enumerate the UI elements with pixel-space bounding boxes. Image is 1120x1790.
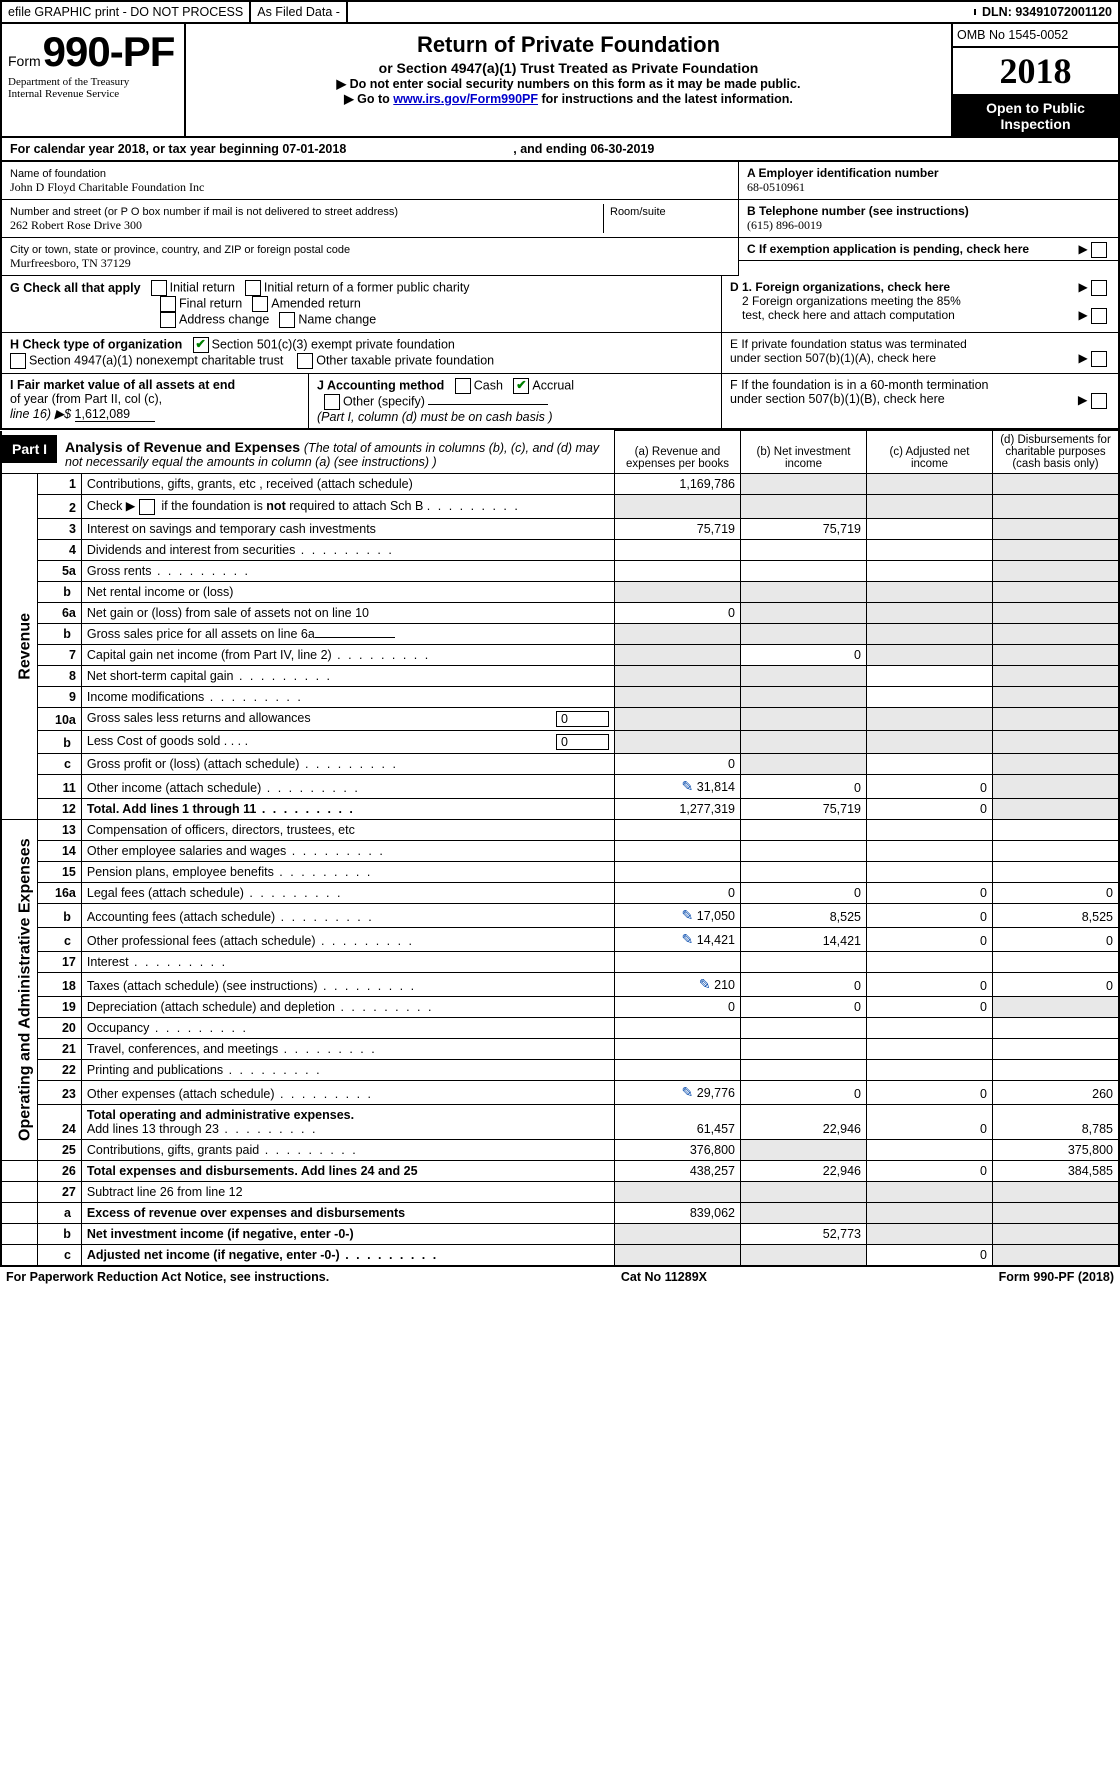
name-label: Name of foundation: [10, 168, 106, 180]
col-b-head: (b) Net investment income: [741, 431, 867, 474]
omb-number: OMB No 1545-0052: [953, 24, 1118, 48]
irs-link[interactable]: www.irs.gov/Form990PF: [393, 92, 538, 106]
topbar: efile GRAPHIC print - DO NOT PROCESS As …: [0, 0, 1120, 24]
open-to-public: Open to PublicInspection: [953, 96, 1118, 136]
page-footer: For Paperwork Reduction Act Notice, see …: [0, 1267, 1120, 1287]
form-label: Form: [8, 53, 41, 69]
g-address-checkbox[interactable]: [160, 312, 176, 328]
warning-ssn: ▶ Do not enter social security numbers o…: [192, 76, 945, 91]
g-initial-former-checkbox[interactable]: [245, 280, 261, 296]
h-label: H Check type of organization: [10, 337, 182, 351]
entity-info: Name of foundation John D Floyd Charitab…: [0, 162, 1120, 276]
dept-treasury: Department of the Treasury: [8, 76, 178, 88]
subtitle: or Section 4947(a)(1) Trust Treated as P…: [192, 60, 945, 76]
tel-label: B Telephone number (see instructions): [747, 204, 969, 218]
attach-icon[interactable]: ✎: [699, 976, 711, 992]
tax-year: 2018: [953, 48, 1118, 96]
city-label: City or town, state or province, country…: [10, 244, 350, 256]
cat-no: Cat No 11289X: [621, 1270, 707, 1284]
j-other-checkbox[interactable]: [324, 394, 340, 410]
part1-table: Part I Analysis of Revenue and Expenses …: [0, 430, 1120, 1267]
g-name-checkbox[interactable]: [279, 312, 295, 328]
calendar-year-line: For calendar year 2018, or tax year begi…: [0, 138, 1120, 162]
asfiled-label: As Filed Data -: [251, 2, 348, 22]
h-other-checkbox[interactable]: [297, 353, 313, 369]
street-address: 262 Robert Rose Drive 300: [10, 218, 603, 233]
d2-checkbox[interactable]: [1091, 308, 1107, 324]
form-ref: Form 990-PF (2018): [999, 1270, 1114, 1284]
j-accrual-checkbox[interactable]: ✔: [513, 378, 529, 394]
d1-checkbox[interactable]: [1091, 280, 1107, 296]
g-label: G Check all that apply: [10, 281, 141, 295]
city-state-zip: Murfreesboro, TN 37129: [10, 256, 730, 271]
room-label: Room/suite: [610, 206, 666, 218]
attach-icon[interactable]: ✎: [682, 1084, 694, 1100]
form-header: Form 990-PF Department of the Treasury I…: [0, 24, 1120, 138]
g-final-checkbox[interactable]: [160, 296, 176, 312]
g-amended-checkbox[interactable]: [252, 296, 268, 312]
col-c-head: (c) Adjusted net income: [867, 431, 993, 474]
form-number: 990-PF: [43, 28, 175, 76]
d1-label: D 1. Foreign organizations, check here: [730, 280, 950, 294]
ein-value: 68-0510961: [747, 180, 1110, 195]
dln: DLN: 93491072001120: [976, 2, 1118, 22]
attach-icon[interactable]: ✎: [682, 931, 694, 947]
e-checkbox[interactable]: [1091, 351, 1107, 367]
j-cash-checkbox[interactable]: [455, 378, 471, 394]
revenue-label: Revenue: [1, 474, 37, 820]
page-title: Return of Private Foundation: [192, 32, 945, 58]
f-checkbox[interactable]: [1091, 393, 1107, 409]
sch-b-checkbox[interactable]: [139, 499, 155, 515]
h-4947-checkbox[interactable]: [10, 353, 26, 369]
expenses-label: Operating and Administrative Expenses: [1, 819, 37, 1160]
irs-label: Internal Revenue Service: [8, 88, 178, 100]
g-initial-checkbox[interactable]: [151, 280, 167, 296]
foundation-name: John D Floyd Charitable Foundation Inc: [10, 180, 730, 195]
c-checkbox[interactable]: [1091, 242, 1107, 258]
efile-notice: efile GRAPHIC print - DO NOT PROCESS: [2, 2, 251, 22]
ein-label: A Employer identification number: [747, 166, 939, 180]
addr-label: Number and street (or P O box number if …: [10, 206, 398, 218]
attach-icon[interactable]: ✎: [682, 778, 694, 794]
col-a-head: (a) Revenue and expenses per books: [615, 431, 741, 474]
part1-label: Part I: [2, 435, 57, 463]
h-501c3-checkbox[interactable]: ✔: [193, 337, 209, 353]
paperwork-notice: For Paperwork Reduction Act Notice, see …: [6, 1270, 329, 1284]
c-label: C If exemption application is pending, c…: [747, 242, 1029, 256]
tel-value: (615) 896-0019: [747, 218, 1110, 233]
attach-icon[interactable]: ✎: [682, 907, 694, 923]
fmv-value: 1,612,089: [75, 407, 155, 422]
col-d-head: (d) Disbursements for charitable purpose…: [993, 431, 1120, 474]
